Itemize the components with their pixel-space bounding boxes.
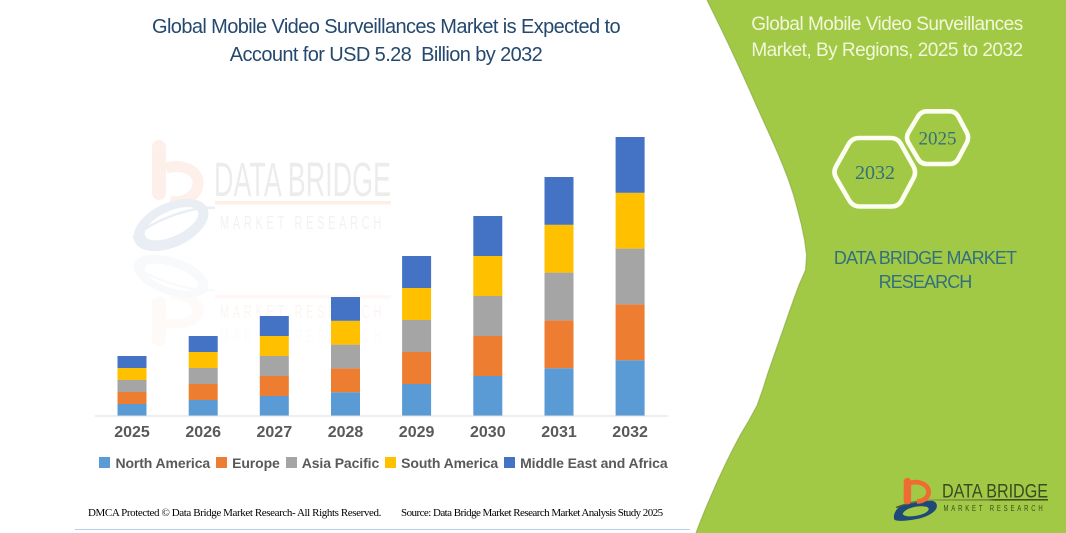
svg-text:MARKET RESEARCH: MARKET RESEARCH [220, 213, 385, 233]
svg-text:DATA BRIDGE: DATA BRIDGE [942, 482, 1048, 503]
svg-text:2032: 2032 [855, 162, 895, 184]
svg-text:2025: 2025 [919, 129, 957, 150]
svg-text:DATA BRIDGE: DATA BRIDGE [214, 154, 391, 207]
svg-text:MARKET RESEARCH: MARKET RESEARCH [944, 503, 1046, 513]
